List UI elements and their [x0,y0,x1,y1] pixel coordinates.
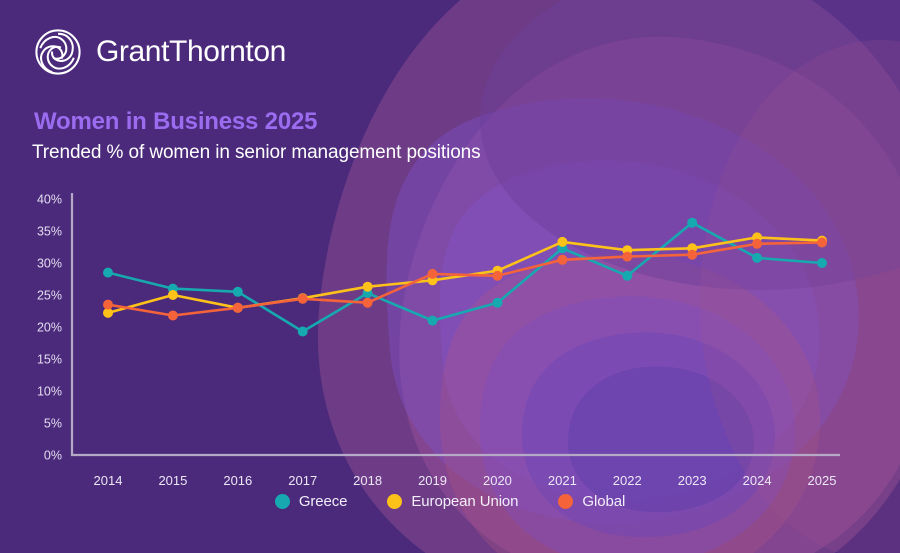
data-point-marker[interactable] [752,238,763,249]
data-point-marker[interactable] [103,307,113,318]
data-point-marker[interactable] [362,281,373,292]
data-point-marker[interactable] [622,270,633,281]
grant-thornton-swirl-icon [35,29,81,75]
x-axis-tick-label: 2021 [548,473,577,488]
axis-lines [70,193,840,457]
x-axis-tick-label: 2016 [223,473,252,488]
legend-label: Greece [298,493,348,510]
y-axis-tick-label: 40% [37,193,62,207]
page-title: Women in Business 2025 [34,108,318,135]
data-point-marker[interactable] [232,286,243,297]
y-axis-tick-label: 35% [37,225,62,239]
series-layer [103,217,827,337]
data-point-marker[interactable] [103,267,113,278]
data-point-marker[interactable] [622,251,633,262]
data-point-marker[interactable] [362,297,373,308]
legend-item-global[interactable]: Global [558,493,625,510]
legend-dot-icon [387,494,403,509]
x-axis-tick-label: 2018 [353,473,382,488]
legend-label: European Union [411,493,519,510]
data-point-marker[interactable] [492,297,503,308]
series-global [103,237,827,321]
x-axis-tick-label: 2017 [288,473,317,488]
data-point-marker[interactable] [557,254,568,265]
legend-dot-icon [274,494,290,509]
chart-legend: Greece European Union Global [0,493,900,510]
x-axis-tick-label: 2024 [743,473,772,488]
logo-row: GrantThornton [34,28,286,76]
y-axis-tick-label: 10% [37,385,62,399]
series-line [106,241,824,317]
data-point-marker[interactable] [427,315,438,326]
x-axis-tick-label: 2015 [158,473,187,488]
x-axis-tick-label: 2022 [613,473,642,488]
series-greece [103,217,827,337]
brand-header: GrantThornton [34,28,286,76]
legend-item-greece[interactable]: Greece [274,493,348,510]
data-point-marker[interactable] [687,217,698,228]
data-point-marker[interactable] [297,326,308,337]
y-axis-tick-label: 25% [37,289,62,303]
data-point-marker[interactable] [232,302,243,313]
brand-name-grant: Grant [96,35,170,68]
brand-name: GrantThornton [96,35,286,69]
data-point-marker[interactable] [167,310,178,321]
x-axis-ticks: 2014 2015 2016 2017 2018 2019 2020 2021 2022 2023… [94,473,837,488]
page-subtitle: Trended % of women in senior management … [32,142,481,163]
data-point-marker[interactable] [817,258,827,268]
data-point-marker[interactable] [103,299,113,310]
x-axis-tick-label: 2020 [483,473,512,488]
data-point-marker[interactable] [427,268,438,279]
y-axis-ticks: 0% 5% 10% 15% 20% 25% 30% 35% 40% [37,193,62,463]
data-point-marker[interactable] [167,290,178,300]
x-axis-tick-label: 2025 [808,473,837,488]
x-axis-tick-label: 2019 [418,473,447,488]
legend-label: Global [582,493,626,510]
y-axis-tick-label: 0% [44,449,62,463]
data-point-marker[interactable] [557,236,568,247]
y-axis-tick-label: 20% [37,321,62,335]
data-point-marker[interactable] [297,293,308,304]
data-point-marker[interactable] [817,237,827,248]
data-point-marker[interactable] [492,270,503,281]
data-point-marker[interactable] [752,252,763,263]
data-point-marker[interactable] [687,249,698,260]
legend-dot-icon [558,494,574,509]
series-line [106,221,824,333]
legend-item-european-union[interactable]: European Union [387,493,519,510]
y-axis-tick-label: 30% [37,257,62,271]
y-axis-tick-label: 5% [44,417,62,431]
brand-name-thornton: Thornton [169,35,286,68]
x-axis-tick-label: 2023 [678,473,707,488]
y-axis-tick-label: 15% [37,353,62,367]
x-axis-tick-label: 2014 [94,473,123,488]
